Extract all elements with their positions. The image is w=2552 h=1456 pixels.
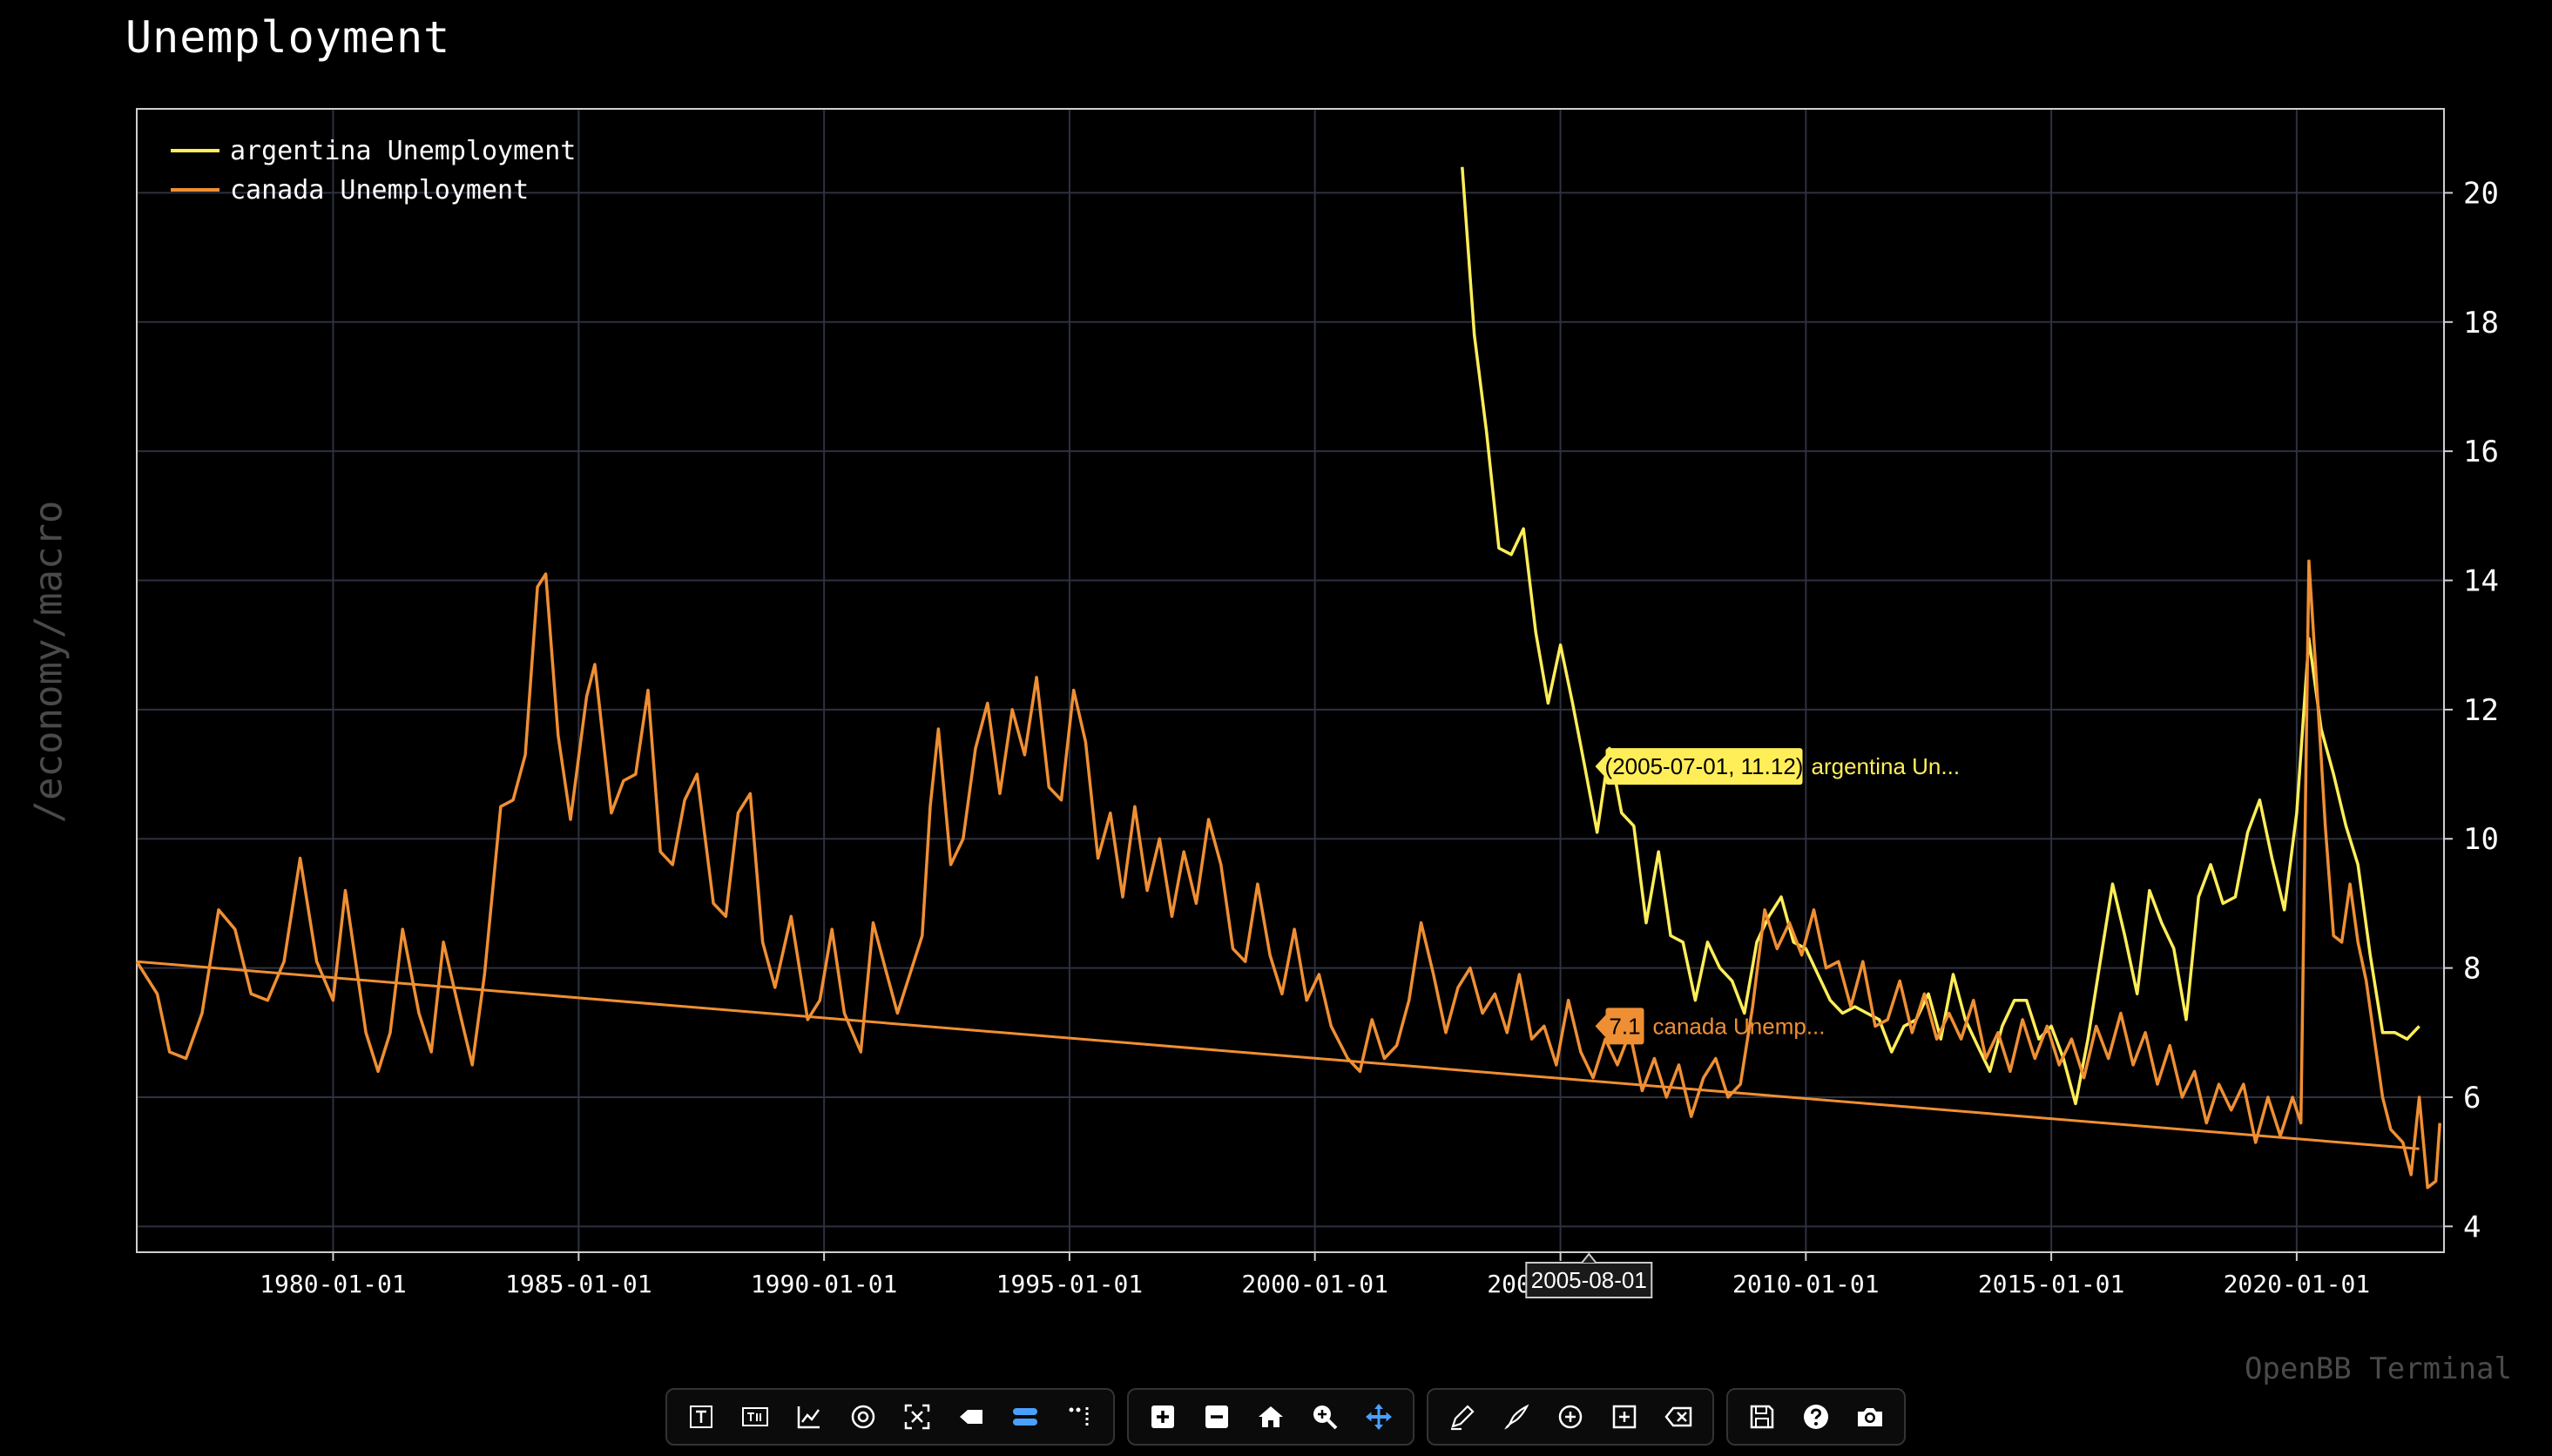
x-hover-box [1525, 1262, 1653, 1298]
canada-trend-line[interactable] [136, 960, 2420, 1150]
home-icon [1259, 1406, 1283, 1427]
y-tick-label: 16 [2463, 435, 2499, 469]
erase-icon [1664, 1406, 1692, 1427]
unemployment-chart[interactable]: 1980-01-01 1985-01-01 1990-01-01 1995-01-01… [0, 0, 2552, 1376]
draw-line-button[interactable] [1437, 1392, 1488, 1442]
y-tick-label: 20 [2463, 176, 2499, 211]
x-axis: 1980-01-01 1985-01-01 1990-01-01 1995-01-01… [260, 1252, 2370, 1298]
circle-plus-button[interactable] [1545, 1392, 1596, 1442]
title-button[interactable] [730, 1392, 780, 1442]
draw-line-icon [1451, 1405, 1475, 1431]
title-icon [742, 1407, 768, 1426]
canada-series-line[interactable] [135, 559, 2441, 1190]
draw-freehand-icon [1504, 1404, 1529, 1430]
tag-button[interactable] [946, 1392, 996, 1442]
grid [137, 109, 2444, 1252]
pan-icon [1366, 1404, 1392, 1430]
argentina-hover-box [1605, 748, 1803, 785]
spike-button[interactable] [1054, 1392, 1104, 1442]
text-button[interactable] [676, 1392, 726, 1442]
x-tick-label: 2020-01-01 [2224, 1270, 2371, 1298]
zoom-box-icon [1313, 1405, 1338, 1430]
line-chart-button[interactable] [784, 1392, 834, 1442]
argentina-hover-name: argentina Un... [1812, 753, 1961, 779]
toggle-icon [1013, 1408, 1037, 1426]
x-tick-label: 2015-01-01 [1978, 1270, 2125, 1298]
page-title: Unemployment [125, 12, 451, 63]
toolbar-group-1 [665, 1388, 1115, 1446]
autoscale-icon [904, 1404, 930, 1430]
argentina-hover-value: (2005-07-01, 11.12) [1605, 753, 1804, 779]
autoscale-button[interactable] [892, 1392, 942, 1442]
camera-button[interactable] [1845, 1392, 1895, 1442]
erase-button[interactable] [1653, 1392, 1704, 1442]
save-icon [1750, 1405, 1774, 1429]
home-button[interactable] [1246, 1392, 1296, 1442]
zoom-out-icon [1205, 1405, 1228, 1428]
save-button[interactable] [1737, 1392, 1787, 1442]
line-chart-icon [797, 1406, 820, 1429]
x-tick-label: 1995-01-01 [996, 1270, 1144, 1298]
watermark: OpenBB Terminal [2244, 1352, 2512, 1386]
y-tick-label: 6 [2463, 1081, 2481, 1116]
x-tick-label: 1990-01-01 [751, 1270, 898, 1298]
rect-plus-icon [1612, 1405, 1637, 1429]
argentina-series-line[interactable] [1461, 166, 2420, 1106]
toolbar-group-2 [1127, 1388, 1414, 1446]
y-tick-label: 12 [2463, 693, 2499, 728]
rect-plus-button[interactable] [1599, 1392, 1650, 1442]
canada-hover-value: 7.1 [1609, 1013, 1640, 1039]
circle-target-icon [851, 1405, 875, 1429]
zoom-box-button[interactable] [1300, 1392, 1350, 1442]
y-axis: 4 6 8 10 12 14 16 18 20 [2444, 176, 2499, 1244]
toolbar-group-3 [1427, 1388, 1714, 1446]
zoom-in-icon [1151, 1405, 1174, 1428]
hover-labels: 2005-08-01 (2005-07-01, 11.12) argentina U… [1525, 748, 1961, 1298]
pan-button[interactable] [1354, 1392, 1404, 1442]
canada-hover-box [1605, 1008, 1644, 1045]
toggle-button[interactable] [1000, 1392, 1050, 1442]
text-icon [690, 1405, 712, 1428]
help-icon [1804, 1405, 1828, 1429]
canada-hover-pointer [1595, 1014, 1606, 1038]
legend[interactable]: argentina Unemployment canada Unemploymen… [171, 136, 576, 206]
spike-icon [1069, 1407, 1089, 1426]
y-tick-label: 8 [2463, 952, 2481, 987]
x-tick-label: 2000-01-01 [1241, 1270, 1388, 1298]
y-tick-label: 18 [2463, 306, 2499, 340]
zoom-out-button[interactable] [1192, 1392, 1242, 1442]
x-tick-label: 1985-01-01 [505, 1270, 652, 1298]
circle-target-button[interactable] [838, 1392, 888, 1442]
y-tick-label: 10 [2463, 822, 2499, 857]
x-hover-label: 2005-08-01 [1531, 1267, 1647, 1293]
tag-icon [960, 1410, 982, 1424]
modebar [665, 1388, 1906, 1446]
x-tick-label: 2010-01-01 [1732, 1270, 1880, 1298]
argentina-hover-pointer [1595, 755, 1606, 779]
plot-frame [136, 108, 2445, 1253]
zoom-in-button[interactable] [1138, 1392, 1188, 1442]
draw-freehand-button[interactable] [1491, 1392, 1542, 1442]
y-tick-label: 14 [2463, 564, 2499, 599]
camera-icon [1858, 1408, 1882, 1426]
help-button[interactable] [1791, 1392, 1841, 1442]
legend-entry[interactable]: canada Unemployment [230, 175, 529, 206]
y-tick-label: 4 [2463, 1210, 2481, 1244]
canada-hover-name: canada Unemp... [1653, 1013, 1826, 1039]
legend-entry[interactable]: argentina Unemployment [230, 136, 576, 166]
toolbar-group-4 [1726, 1388, 1906, 1446]
series-layer [135, 166, 2441, 1190]
x-tick-label: 1980-01-01 [260, 1270, 407, 1298]
x-hover-pointer [1581, 1252, 1597, 1264]
circle-plus-icon [1558, 1405, 1583, 1429]
